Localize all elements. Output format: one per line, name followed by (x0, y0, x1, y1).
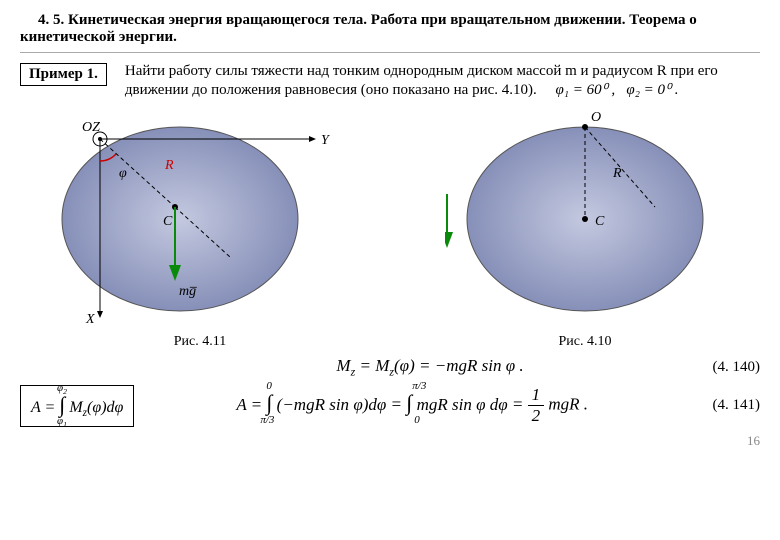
figure-right-caption: Рис. 4.10 (445, 334, 725, 350)
phi1-equation: φ₁ = 60⁰ , (556, 82, 616, 98)
svg-text:φ: φ (119, 166, 127, 181)
page-number: 16 (20, 433, 760, 449)
svg-text:mg̅: mg̅ (179, 284, 198, 299)
section-title: 4. 5. Кинетическая энергия вращающегося … (20, 12, 760, 46)
svg-text:OZ: OZ (82, 120, 100, 135)
svg-text:X: X (85, 312, 95, 327)
svg-text:R: R (164, 158, 174, 173)
problem-text: Найти работу силы тяжести над тонким одн… (125, 63, 760, 99)
example-label: Пример 1. (20, 63, 107, 86)
horizontal-rule (20, 52, 760, 53)
figure-4-11-svg: OZ Y Xφ R Cmg̅ (55, 109, 345, 327)
figure-left: OZ Y Xφ R Cmg̅ Рис. 4.11 (55, 109, 345, 350)
equation-141-box: φ2 A = ∫ Mz(φ)dφ φ1 (20, 385, 134, 426)
figure-4-10-svg: ORCg⃗ (445, 109, 725, 327)
equation-140-number: (4. 140) (690, 359, 760, 376)
svg-text:C: C (595, 214, 605, 229)
figure-right: ORCg⃗ Рис. 4.10 (445, 109, 725, 350)
example-row: Пример 1. Найти работу силы тяжести над … (20, 63, 760, 99)
figures-row: OZYXφRCmg̅ Рис. 4.11 ORCg⃗ Рис. 4.10 (20, 109, 760, 350)
svg-text:C: C (163, 214, 173, 229)
svg-text:R: R (612, 166, 622, 181)
equation-140-row: Mz = Mz(φ) = −mgR sin φ . (4. 140) (20, 356, 760, 379)
phi2-equation: φ₂ = 0⁰ . (626, 82, 678, 98)
svg-text:O: O (591, 110, 601, 125)
equation-141-number: (4. 141) (690, 397, 760, 414)
equation-140: Mz = Mz(φ) = −mgR sin φ . (170, 356, 690, 379)
figure-left-caption: Рис. 4.11 (55, 334, 345, 350)
equation-141: 0 A = ∫ (−mgR sin φ)dφ π/3 = π/3 ∫ mgR s… (134, 385, 690, 426)
svg-text:Y: Y (321, 133, 331, 148)
equation-141-row: φ2 A = ∫ Mz(φ)dφ φ1 0 A = ∫ (−mgR sin φ)… (20, 385, 760, 426)
